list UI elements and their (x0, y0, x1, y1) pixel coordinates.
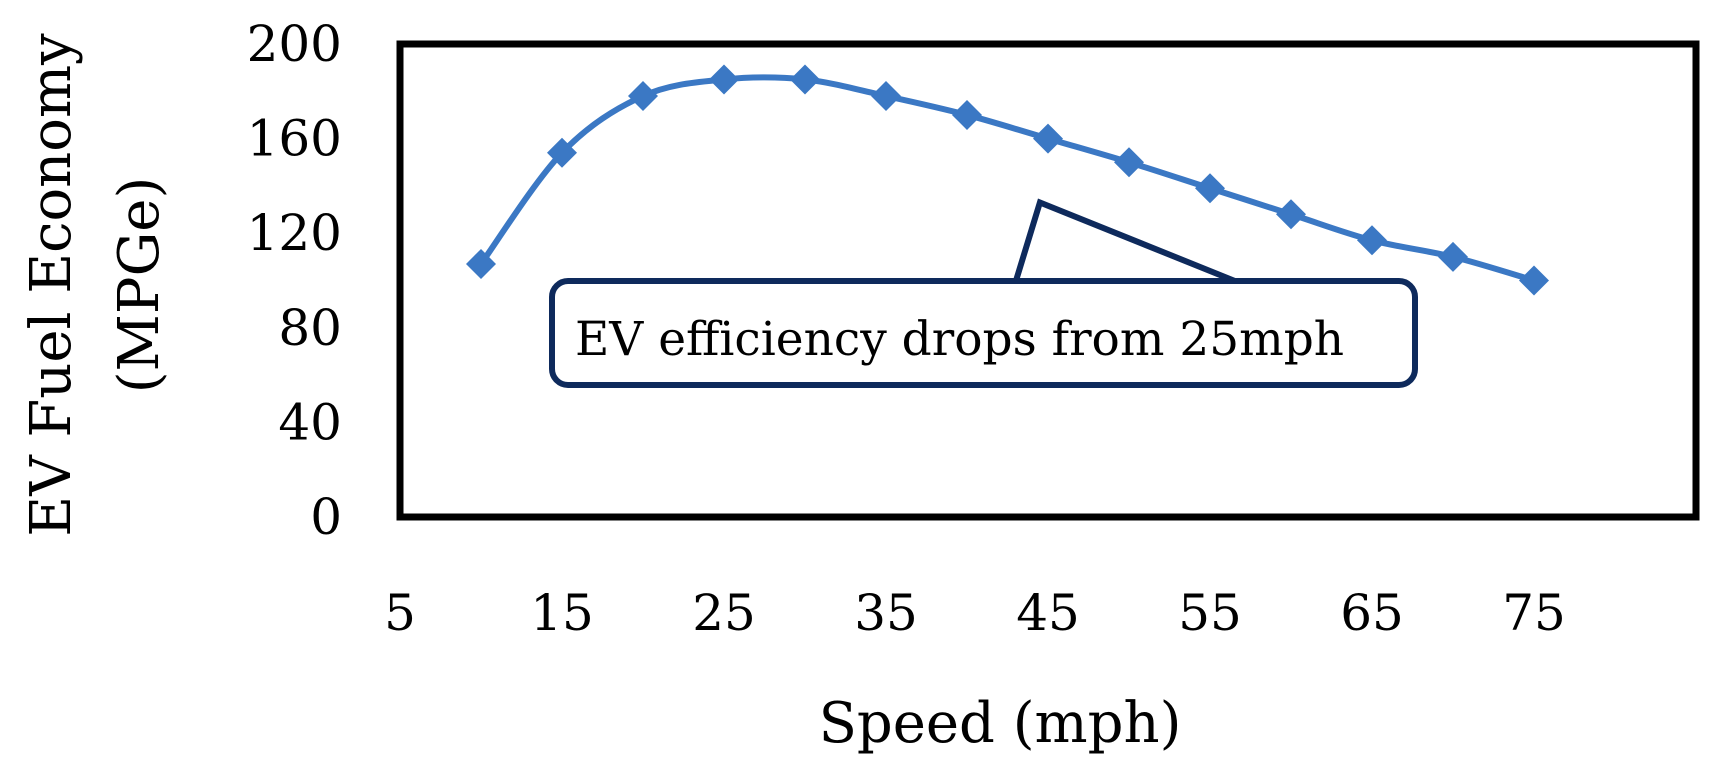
y-tick-labels: 0 40 80 120 160 200 (247, 15, 342, 546)
data-point-marker (1195, 173, 1225, 204)
data-point-marker (466, 248, 496, 279)
callout-pointer (1013, 198, 1237, 284)
y-axis-title: EV Fuel Economy (19, 33, 84, 537)
x-tick-label: 25 (692, 584, 756, 642)
y-axis-subtitle: (MPGe) (107, 177, 172, 394)
y-tick-label: 200 (247, 15, 342, 73)
markers-layer (466, 64, 1549, 296)
y-tick-label: 40 (278, 393, 342, 451)
x-tick-label: 65 (1340, 584, 1404, 642)
data-point-marker (628, 81, 658, 112)
callout-box (549, 278, 1418, 388)
data-point-marker (1438, 241, 1468, 272)
callout-text: EV efficiency drops from 25mph (575, 312, 1344, 367)
y-tick-label: 80 (278, 299, 342, 357)
data-point-marker (1033, 123, 1063, 154)
annotation-callout: EV efficiency drops from 25mph (549, 198, 1418, 388)
x-tick-labels: 5 15 25 35 45 55 65 75 (384, 584, 1566, 642)
x-tick-label: 15 (530, 584, 594, 642)
data-point-marker (1519, 265, 1549, 296)
plot-area (396, 40, 1700, 521)
x-tick-label: 5 (384, 584, 416, 642)
data-point-marker (1276, 199, 1306, 230)
x-tick-label: 45 (1016, 584, 1080, 642)
x-tick-label: 55 (1178, 584, 1242, 642)
data-point-marker (1114, 147, 1144, 178)
x-axis-title: Speed (mph) (819, 691, 1182, 756)
data-point-marker (871, 81, 901, 112)
data-point-marker (952, 99, 982, 130)
x-tick-label: 75 (1502, 584, 1566, 642)
y-tick-label: 120 (247, 204, 342, 262)
y-tick-label: 160 (247, 110, 342, 168)
data-point-marker (709, 64, 739, 95)
y-tick-label: 0 (310, 488, 342, 546)
x-tick-label: 35 (854, 584, 918, 642)
data-point-marker (790, 64, 820, 95)
data-point-marker (1357, 225, 1387, 256)
data-point-marker (547, 137, 577, 168)
